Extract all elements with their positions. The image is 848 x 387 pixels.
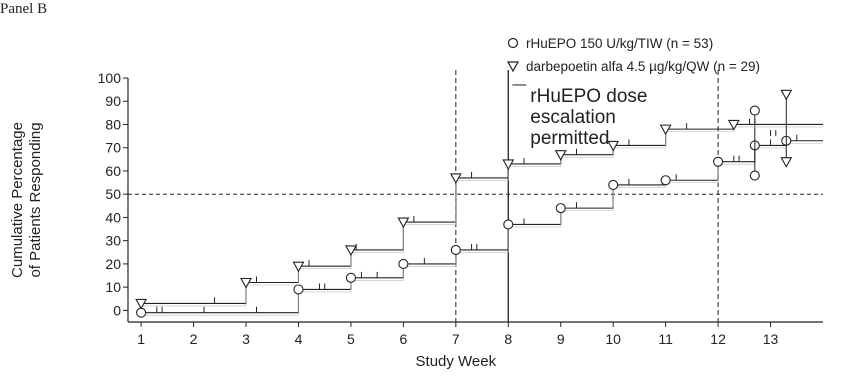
y-axis-label: Cumulative Percentage of Patients Respon… xyxy=(9,122,44,278)
legend-marker-triangle xyxy=(506,61,520,73)
y-tick-label: 40 xyxy=(105,209,121,225)
y-tick-label: 70 xyxy=(105,140,121,156)
series-2-point xyxy=(727,119,740,131)
legend-label-1: rHuEPO 150 U/kg/TIW (n = 53) xyxy=(526,36,713,51)
x-tick-label: 3 xyxy=(242,331,250,347)
series-2-point xyxy=(659,124,672,136)
y-tick-label: 20 xyxy=(105,256,121,272)
x-axis-label: Study Week xyxy=(416,353,497,370)
series-2-point xyxy=(292,261,305,273)
series-2-point xyxy=(135,298,148,310)
series-1-point xyxy=(555,203,566,214)
y-tick-label: 60 xyxy=(105,163,121,179)
series-1-point xyxy=(713,156,724,167)
series-2-step-line xyxy=(141,123,823,304)
y-tick-label: 10 xyxy=(105,279,121,295)
series-1-point xyxy=(503,219,514,230)
x-tick-label: 5 xyxy=(347,331,355,347)
legend-marker-circle xyxy=(507,37,519,49)
x-tick-label: 9 xyxy=(557,331,565,347)
series-2-point xyxy=(240,277,252,289)
panel-label: Panel B xyxy=(0,1,47,17)
series-1-point xyxy=(398,258,409,269)
legend: rHuEPO 150 U/kg/TIW (n = 53) darbepoetin… xyxy=(506,36,760,74)
series-2-point xyxy=(397,217,410,229)
y-tick-label: 0 xyxy=(113,302,121,318)
x-tick-label: 11 xyxy=(658,331,673,347)
series-2-step-shadow xyxy=(141,126,823,307)
legend-entry-2: darbepoetin alfa 4.5 µg/kg/QW (n = 29) xyxy=(506,59,760,74)
series-1-point xyxy=(293,284,304,295)
series-2-point xyxy=(344,245,357,257)
series-1-range-point xyxy=(749,105,760,116)
series-1-point xyxy=(136,307,147,318)
dose-escalation-annotation: rHuEPO dose escalation permitted xyxy=(512,84,648,149)
series-2-point xyxy=(554,150,567,161)
series-2-point xyxy=(607,140,620,152)
annotation-line-2: escalation xyxy=(530,107,616,128)
annotation-line-3: permitted xyxy=(530,128,609,149)
series-1-point xyxy=(608,179,619,190)
y-tick-label: 50 xyxy=(105,186,121,202)
legend-entry-1: rHuEPO 150 U/kg/TIW (n = 53) xyxy=(507,36,713,51)
x-tick-label: 4 xyxy=(295,331,303,347)
y-tick-label: 30 xyxy=(105,233,121,249)
x-tick-label: 10 xyxy=(605,331,621,347)
series-2-range-point xyxy=(780,89,793,101)
y-tick-label: 100 xyxy=(98,70,122,86)
series-2-point xyxy=(449,173,462,185)
annotation-line-1: rHuEPO dose xyxy=(530,86,647,107)
series-2-range-point xyxy=(780,157,793,168)
x-tick-label: 6 xyxy=(399,331,407,347)
legend-label-2: darbepoetin alfa 4.5 µg/kg/QW (n = 29) xyxy=(526,59,760,74)
series-1-point xyxy=(660,175,671,186)
series-1-step-shadow xyxy=(141,142,823,316)
y-axis-label-line-1: Cumulative Percentage xyxy=(9,122,26,278)
y-tick-label: 90 xyxy=(105,93,121,109)
x-tick-label: 7 xyxy=(452,331,460,347)
y-axis-label-line-2: of Patients Responding xyxy=(27,122,44,277)
y-tick-label: 80 xyxy=(105,116,121,132)
x-tick-label: 1 xyxy=(137,331,145,347)
x-tick-label: 12 xyxy=(710,331,726,347)
series-1-point xyxy=(450,244,461,256)
x-tick-label: 13 xyxy=(763,331,779,347)
series-2-point xyxy=(502,159,515,171)
series-1-step-line xyxy=(141,140,823,314)
series-1-range-point xyxy=(749,170,760,181)
x-tick-label: 8 xyxy=(504,331,512,347)
x-tick-label: 2 xyxy=(190,331,198,347)
series-1-point xyxy=(345,272,356,283)
